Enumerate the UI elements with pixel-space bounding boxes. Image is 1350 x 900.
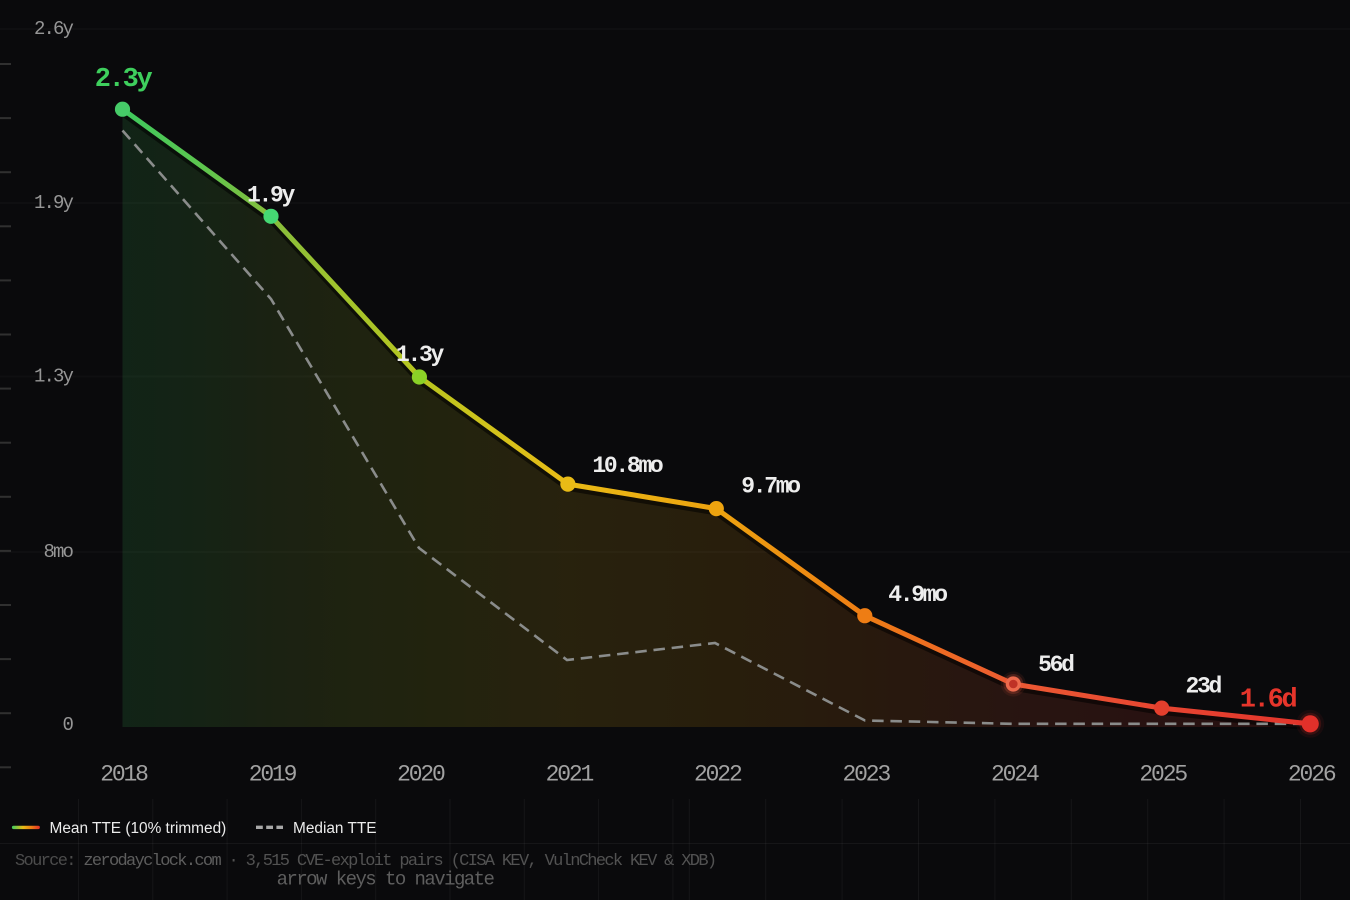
svg-text:2026: 2026 (1288, 762, 1336, 788)
svg-text:8mo: 8mo (43, 541, 73, 563)
svg-text:4.9mo: 4.9mo (888, 582, 947, 608)
svg-text:Mean TTE (10% trimmed): Mean TTE (10% trimmed) (50, 820, 227, 837)
svg-text:2018: 2018 (100, 762, 148, 788)
svg-text:arrow keys to navigate: arrow keys to navigate (277, 869, 495, 891)
svg-text:2022: 2022 (694, 762, 742, 788)
svg-text:56d: 56d (1038, 652, 1074, 678)
svg-text:2024: 2024 (991, 762, 1039, 788)
svg-text:1.9y: 1.9y (247, 183, 296, 209)
svg-text:23d: 23d (1185, 673, 1221, 699)
svg-text:2019: 2019 (249, 762, 297, 788)
svg-text:2023: 2023 (842, 762, 890, 788)
svg-text:9.7mo: 9.7mo (741, 473, 800, 499)
svg-text:1.3y: 1.3y (34, 366, 74, 388)
svg-text:2.3y: 2.3y (95, 65, 153, 95)
svg-text:2021: 2021 (546, 762, 594, 788)
svg-text:1.9y: 1.9y (34, 192, 74, 214)
svg-text:2.6y: 2.6y (34, 18, 74, 40)
svg-text:0: 0 (62, 714, 73, 736)
svg-text:2025: 2025 (1139, 762, 1187, 788)
svg-text:1.3y: 1.3y (396, 342, 445, 368)
svg-text:Median TTE: Median TTE (293, 820, 377, 837)
svg-text:2020: 2020 (397, 762, 445, 788)
svg-text:Source: zerodayclock.com · 3,5: Source: zerodayclock.com · 3,515 CVE-exp… (15, 852, 715, 871)
svg-text:1.6d: 1.6d (1240, 685, 1297, 715)
svg-text:10.8mo: 10.8mo (592, 453, 663, 479)
